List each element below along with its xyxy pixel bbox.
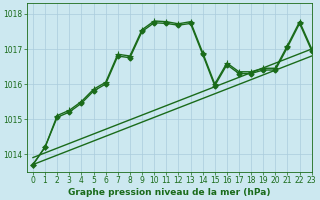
X-axis label: Graphe pression niveau de la mer (hPa): Graphe pression niveau de la mer (hPa) (68, 188, 270, 197)
